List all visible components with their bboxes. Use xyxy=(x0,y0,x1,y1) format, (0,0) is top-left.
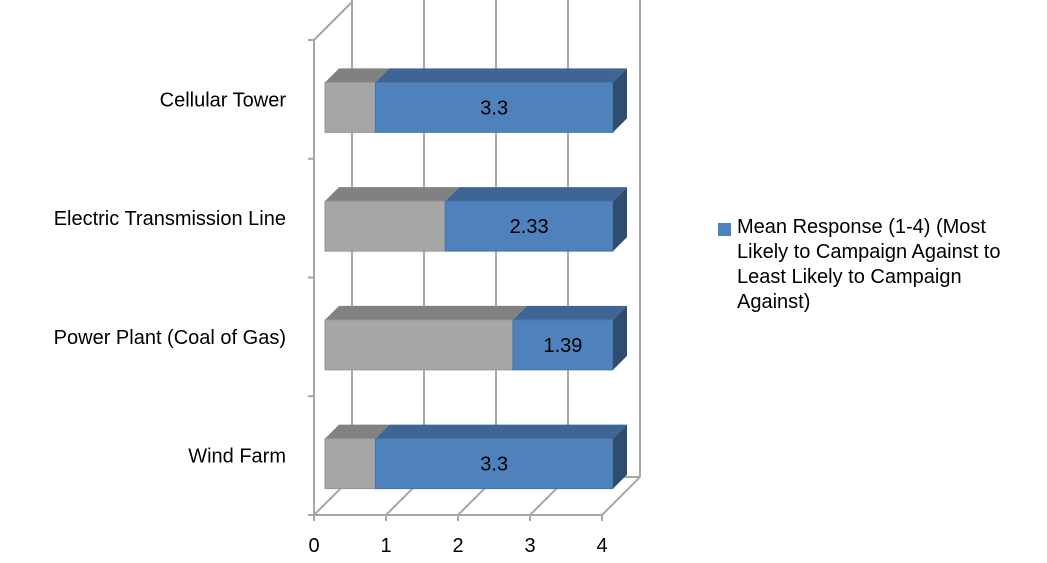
legend: Mean Response (1-4) (Most Likely to Camp… xyxy=(718,215,1038,315)
bar-top-face xyxy=(375,68,627,83)
bar-segment xyxy=(324,438,376,490)
bar-top-face xyxy=(325,305,527,320)
x-tick-label: 2 xyxy=(452,535,463,557)
data-label: 3.3 xyxy=(480,454,508,476)
x-tick-label: 4 xyxy=(596,535,607,557)
x-tick-label: 3 xyxy=(524,535,535,557)
bar-top-face xyxy=(445,187,627,202)
bar-top-face xyxy=(512,305,627,320)
bar-segment xyxy=(324,81,376,133)
bar-segment xyxy=(324,200,446,252)
left-wall-top-edge xyxy=(313,1,353,41)
bar-segment xyxy=(512,319,614,371)
bar-segment xyxy=(444,200,614,252)
bar-side-face xyxy=(613,68,627,133)
x-tick-label: 0 xyxy=(308,535,319,557)
floor-gridline xyxy=(601,476,641,516)
bar-top-face xyxy=(325,187,460,202)
data-label: 1.39 xyxy=(543,335,582,357)
legend-swatch xyxy=(718,223,731,236)
bar-top-face xyxy=(325,424,390,439)
bar-side-face xyxy=(613,187,627,252)
data-label: 3.3 xyxy=(480,97,508,119)
bar-segment xyxy=(324,319,514,371)
bar-segment xyxy=(374,438,614,490)
bar-side-face xyxy=(613,305,627,370)
category-label: Wind Farm xyxy=(188,446,286,468)
bar-top-face xyxy=(375,424,627,439)
category-label: Cellular Tower xyxy=(160,89,287,111)
category-label: Electric Transmission Line xyxy=(54,208,286,230)
data-label: 2.33 xyxy=(510,216,549,238)
bar-top-face xyxy=(325,68,390,83)
legend-label: Mean Response (1-4) (Most Likely to Camp… xyxy=(737,216,1001,313)
x-tick-label: 1 xyxy=(380,535,391,557)
bar-side-face xyxy=(613,424,627,489)
category-label: Power Plant (Coal of Gas) xyxy=(54,327,286,349)
